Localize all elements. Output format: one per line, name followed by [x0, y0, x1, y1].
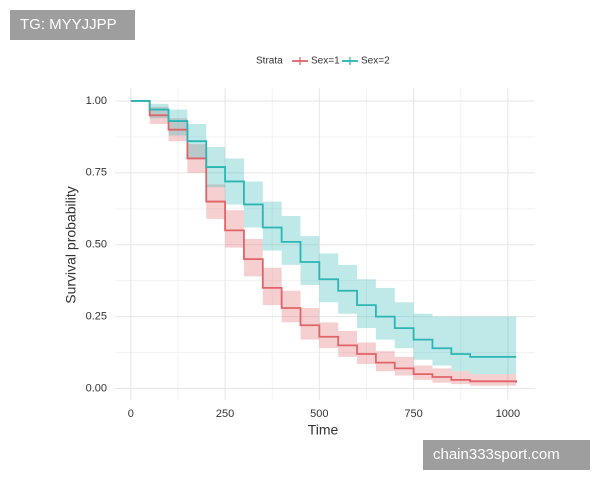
watermark: TG: MYYJJPP [20, 16, 117, 33]
legend-title: Strata [256, 56, 283, 67]
watermark: chain333sport.com [433, 446, 560, 463]
y-axis-label: Survival probability [63, 186, 79, 304]
grid [115, 88, 535, 400]
watermark-box [10, 10, 135, 40]
x-tick-label: 750 [404, 408, 422, 420]
x-tick-label: 0 [128, 408, 134, 420]
watermark-box [423, 440, 590, 470]
y-tick-label: 1.00 [86, 95, 107, 107]
x-tick-label: 1000 [496, 408, 520, 420]
survival-curve [130, 100, 518, 383]
y-tick-label: 0.75 [86, 167, 107, 179]
y-tick-label: 0.50 [86, 239, 107, 251]
y-tick-label: 0.00 [86, 382, 107, 394]
survival-curve [130, 100, 517, 358]
x-axis-label: Time [308, 422, 339, 438]
legend-label: Sex=1 [311, 56, 340, 67]
y-tick-label: 0.25 [86, 311, 107, 323]
confidence-band [130, 100, 517, 375]
x-tick-label: 500 [310, 408, 328, 420]
legend-label: Sex=2 [361, 56, 390, 67]
x-tick-label: 250 [216, 408, 234, 420]
